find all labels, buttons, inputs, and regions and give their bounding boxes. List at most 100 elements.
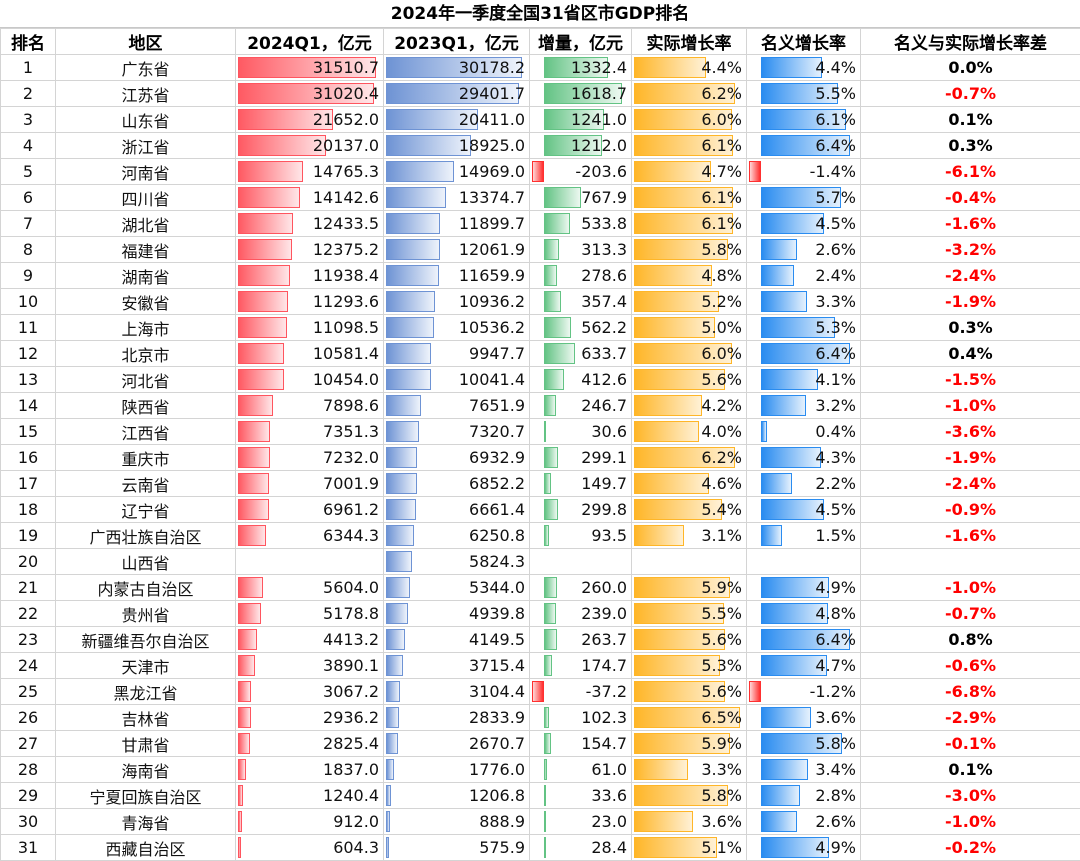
real-growth-cell: 5.6% bbox=[632, 627, 747, 653]
increase-cell: 533.8 bbox=[530, 211, 632, 237]
cell-value: 10536.2 bbox=[459, 318, 529, 337]
cell-value: 6.1% bbox=[701, 188, 746, 207]
gdp-2023q1-cell: 11899.7 bbox=[384, 211, 530, 237]
cell-value: 4.4% bbox=[815, 58, 860, 77]
nominal-growth-cell: 3.3% bbox=[747, 289, 861, 315]
real-growth-cell: 5.4% bbox=[632, 497, 747, 523]
data-bar bbox=[532, 161, 544, 182]
cell-value: 61.0 bbox=[591, 760, 631, 779]
cell-value: 12433.5 bbox=[313, 214, 383, 233]
header-row: 排名 地区 2024Q1，亿元 2023Q1，亿元 增量，亿元 实际增长率 名义… bbox=[1, 29, 1080, 55]
cell-value: 604.3 bbox=[333, 838, 383, 857]
data-bar bbox=[238, 395, 273, 416]
region-cell: 上海市 bbox=[56, 315, 236, 341]
cell-value: 10581.4 bbox=[313, 344, 383, 363]
increase-cell: 1212.0 bbox=[530, 133, 632, 159]
cell-value: 30178.2 bbox=[459, 58, 529, 77]
cell-value: 3890.1 bbox=[323, 656, 383, 675]
cell-value: 5.2% bbox=[701, 292, 746, 311]
gdp-2024q1-cell: 31510.7 bbox=[236, 55, 384, 81]
data-bar bbox=[544, 811, 546, 832]
cell-value: 2.6% bbox=[815, 812, 860, 831]
increase-cell: -37.2 bbox=[530, 679, 632, 705]
cell-value: 6344.3 bbox=[323, 526, 383, 545]
data-bar bbox=[386, 473, 417, 494]
cell-value: 239.0 bbox=[581, 604, 631, 623]
data-bar bbox=[544, 785, 546, 806]
cell-value: 4.5% bbox=[815, 500, 860, 519]
cell-value: 6.2% bbox=[701, 84, 746, 103]
rank-cell: 17 bbox=[1, 471, 56, 497]
cell-value: 562.2 bbox=[581, 318, 631, 337]
growth-diff-cell: -0.7% bbox=[861, 601, 1080, 627]
data-bar bbox=[761, 57, 822, 78]
cell-value: 1837.0 bbox=[323, 760, 383, 779]
header-real-growth: 实际增长率 bbox=[632, 29, 747, 55]
increase-cell: 102.3 bbox=[530, 705, 632, 731]
nominal-growth-cell: 5.8% bbox=[747, 731, 861, 757]
cell-value: 28.4 bbox=[591, 838, 631, 857]
data-bar bbox=[634, 395, 702, 416]
nominal-growth-cell: 6.4% bbox=[747, 627, 861, 653]
increase-cell: 260.0 bbox=[530, 575, 632, 601]
cell-value: 5.0% bbox=[701, 318, 746, 337]
cell-value: -1.2% bbox=[810, 682, 860, 701]
gdp-2023q1-cell: 29401.7 bbox=[384, 81, 530, 107]
cell-value: 5.1% bbox=[701, 838, 746, 857]
rank-cell: 5 bbox=[1, 159, 56, 185]
increase-cell: 1241.0 bbox=[530, 107, 632, 133]
header-growth-diff: 名义与实际增长率差 bbox=[861, 29, 1080, 55]
real-growth-cell: 5.1% bbox=[632, 835, 747, 861]
increase-cell: 313.3 bbox=[530, 237, 632, 263]
cell-value: 4.8% bbox=[815, 604, 860, 623]
real-growth-cell: 5.8% bbox=[632, 237, 747, 263]
data-bar bbox=[544, 343, 575, 364]
rank-cell: 22 bbox=[1, 601, 56, 627]
cell-value: 10041.4 bbox=[459, 370, 529, 389]
real-growth-cell: 5.5% bbox=[632, 601, 747, 627]
cell-value: 6.1% bbox=[701, 214, 746, 233]
region-cell: 山东省 bbox=[56, 107, 236, 133]
cell-value: 3.2% bbox=[815, 396, 860, 415]
gdp-2023q1-cell: 9947.7 bbox=[384, 341, 530, 367]
cell-value: 5.7% bbox=[815, 188, 860, 207]
cell-value: 21652.0 bbox=[313, 110, 383, 129]
cell-value: 5.8% bbox=[815, 734, 860, 753]
gdp-2023q1-cell: 10041.4 bbox=[384, 367, 530, 393]
growth-diff-cell: 0.8% bbox=[861, 627, 1080, 653]
increase-cell: 1332.4 bbox=[530, 55, 632, 81]
cell-value: 5178.8 bbox=[323, 604, 383, 623]
data-bar bbox=[544, 707, 549, 728]
gdp-2024q1-cell: 21652.0 bbox=[236, 107, 384, 133]
rank-cell: 30 bbox=[1, 809, 56, 835]
data-bar bbox=[386, 213, 440, 234]
gdp-2024q1-cell: 10581.4 bbox=[236, 341, 384, 367]
gdp-2023q1-cell: 5344.0 bbox=[384, 575, 530, 601]
cell-value: 912.0 bbox=[333, 812, 383, 831]
gdp-2024q1-cell: 5178.8 bbox=[236, 601, 384, 627]
growth-diff-cell: -2.4% bbox=[861, 263, 1080, 289]
data-bar bbox=[238, 161, 303, 182]
data-bar bbox=[634, 473, 709, 494]
cell-value: -37.2 bbox=[586, 682, 631, 701]
data-bar bbox=[761, 369, 818, 390]
cell-value: 102.3 bbox=[581, 708, 631, 727]
increase-cell: 23.0 bbox=[530, 809, 632, 835]
data-bar bbox=[386, 837, 389, 858]
cell-value: 6.5% bbox=[701, 708, 746, 727]
data-bar bbox=[386, 629, 405, 650]
data-bar bbox=[544, 733, 551, 754]
gdp-2024q1-cell: 31020.4 bbox=[236, 81, 384, 107]
region-cell: 黑龙江省 bbox=[56, 679, 236, 705]
region-cell: 宁夏回族自治区 bbox=[56, 783, 236, 809]
cell-value: 13374.7 bbox=[459, 188, 529, 207]
cell-value bbox=[856, 552, 860, 571]
data-bar bbox=[238, 473, 269, 494]
cell-value: 174.7 bbox=[581, 656, 631, 675]
nominal-growth-cell: 2.6% bbox=[747, 237, 861, 263]
rank-cell: 19 bbox=[1, 523, 56, 549]
